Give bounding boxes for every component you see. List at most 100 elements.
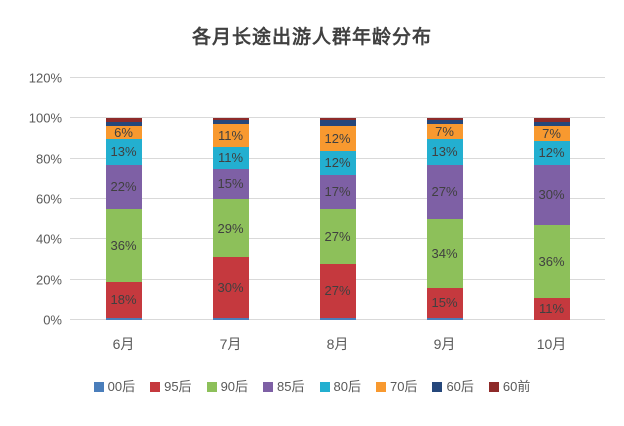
bar-segment: 27% [319, 209, 356, 264]
bar-slot: 30% 29% 15% 11% 11% 7月 [177, 78, 284, 352]
segment-data-label: 30% [217, 280, 244, 296]
bar-segment: 18% [105, 281, 142, 318]
bar-segment [212, 120, 249, 125]
chart-title: 各月长途出游人群年龄分布 [191, 27, 432, 48]
bar-segment: 30% [533, 164, 570, 226]
bar-segment: 27% [426, 164, 463, 220]
stacked-bar: 30% 29% 15% 11% 11% [212, 78, 249, 320]
y-axis-tick-label: 20% [35, 272, 62, 288]
bar-segment: 12% [319, 150, 356, 175]
bar-slot: 15% 34% 27% 13% 7% 9月 [391, 78, 498, 352]
segment-data-label: 7% [435, 123, 454, 139]
bar-segment: 27% [319, 263, 356, 318]
y-axis-tick-label: 40% [35, 231, 62, 247]
segment-data-label: 29% [217, 220, 244, 236]
stacked-bar: 11% 36% 30% 12% 7% [533, 78, 570, 320]
segment-data-label: 12% [324, 155, 351, 171]
x-axis-category-label: 8月 [326, 336, 349, 352]
legend-item: 70后 [375, 380, 417, 393]
y-axis-tick-label: 120% [28, 70, 62, 86]
bar-segment [105, 317, 142, 320]
bar-segment [319, 118, 356, 121]
legend-swatch-icon [150, 381, 161, 392]
stacked-bar: 15% 34% 27% 13% 7% [426, 78, 463, 320]
legend-swatch-icon [206, 381, 217, 392]
legend-item: 90后 [206, 379, 249, 394]
x-axis-category-label: 6月 [112, 336, 135, 352]
segment-data-label: 22% [110, 179, 137, 195]
bar-segment: 29% [212, 199, 249, 258]
bar-segment [319, 120, 356, 127]
bar-segment: 7% [533, 125, 570, 141]
gridline [70, 117, 605, 119]
bar-segment: 36% [105, 209, 142, 282]
y-axis-tick-label: 100% [28, 110, 62, 126]
segment-data-label: 7% [542, 125, 561, 141]
bar-slot: 18% 36% 22% 13% 6% 6月 [70, 78, 177, 352]
x-axis-category-label: 9月 [433, 336, 456, 352]
legend-label: 90后 [220, 379, 249, 394]
x-axis-category-label: 10月 [536, 336, 567, 352]
stacked-bar: 27% 27% 17% 12% 12% [319, 78, 356, 320]
legend-item: 00后 [93, 380, 135, 393]
bar-segment: 11% [533, 297, 570, 320]
segment-data-label: 36% [538, 254, 565, 270]
legend-label: 85后 [277, 379, 305, 394]
bar-segment: 17% [319, 174, 356, 210]
bar-slot: 11% 36% 30% 12% 7% 10月 [498, 78, 605, 352]
y-axis-tick-label: 80% [35, 151, 62, 167]
segment-data-label: 27% [324, 283, 351, 299]
segment-data-label: 12% [538, 145, 565, 161]
segment-data-label: 18% [110, 292, 137, 308]
segment-data-label: 15% [217, 176, 244, 192]
bar-segment: 6% [105, 126, 142, 139]
legend: 00后 95后 90后 85后 80后 70后 60后 60前 [0, 380, 624, 393]
segment-data-label: 27% [431, 184, 458, 200]
legend-swatch-icon [375, 381, 386, 392]
legend-swatch-icon [319, 381, 330, 392]
segment-data-label: 17% [324, 184, 351, 200]
legend-item: 95后 [150, 380, 192, 393]
legend-swatch-icon [432, 381, 443, 392]
bar-segment [105, 122, 142, 127]
bar-segment: 7% [426, 123, 463, 139]
legend-item: 85后 [263, 379, 305, 394]
segment-data-label: 15% [431, 295, 458, 311]
bar-segment: 22% [105, 164, 142, 210]
stacked-bar: 18% 36% 22% 13% 6% [105, 78, 142, 320]
bar-segment: 30% [212, 257, 249, 318]
segment-data-label: 13% [110, 144, 137, 160]
bar-segment: 13% [426, 138, 463, 165]
segment-data-label: 36% [110, 237, 137, 253]
bar-segment: 12% [533, 140, 570, 165]
bar-segment: 36% [533, 225, 570, 298]
bar-slot: 27% 27% 17% 12% 12% 8月 [284, 78, 391, 352]
segment-data-label: 27% [324, 228, 351, 244]
segment-data-label: 13% [431, 144, 458, 160]
gridline [70, 77, 605, 78]
bar-segment: 13% [105, 138, 142, 165]
legend-label: 60后 [446, 379, 474, 394]
y-axis-tick-label: 0% [43, 312, 62, 328]
x-axis-category-label: 7月 [219, 336, 242, 352]
bar-segment [319, 317, 356, 320]
bar-segment [426, 317, 463, 320]
y-axis-tick-label: 60% [35, 191, 62, 207]
bar-segment [426, 120, 463, 125]
legend-swatch-icon [488, 381, 499, 392]
legend-swatch-icon [93, 381, 104, 392]
bar-segment: 12% [319, 126, 356, 151]
bar-segment [212, 118, 249, 121]
bar-segment: 34% [426, 219, 463, 288]
legend-swatch-icon [263, 381, 274, 392]
bar-segment [533, 122, 570, 127]
bar-segment [105, 118, 142, 123]
segment-data-label: 30% [538, 187, 565, 203]
plot-area: 0% 20% 40% 60% 80% 100% 120% 18% 36% 22% 13% 6% 6月 3… [29, 72, 605, 352]
bars-layer: 18% 36% 22% 13% 6% 6月 30% 29% 15% 11% 11% 7月 27% 27% 1… [70, 78, 605, 352]
bar-segment [426, 118, 463, 121]
legend-label: 60前 [502, 379, 531, 394]
bar-segment: 15% [426, 287, 463, 318]
bar-segment: 11% [212, 146, 249, 169]
